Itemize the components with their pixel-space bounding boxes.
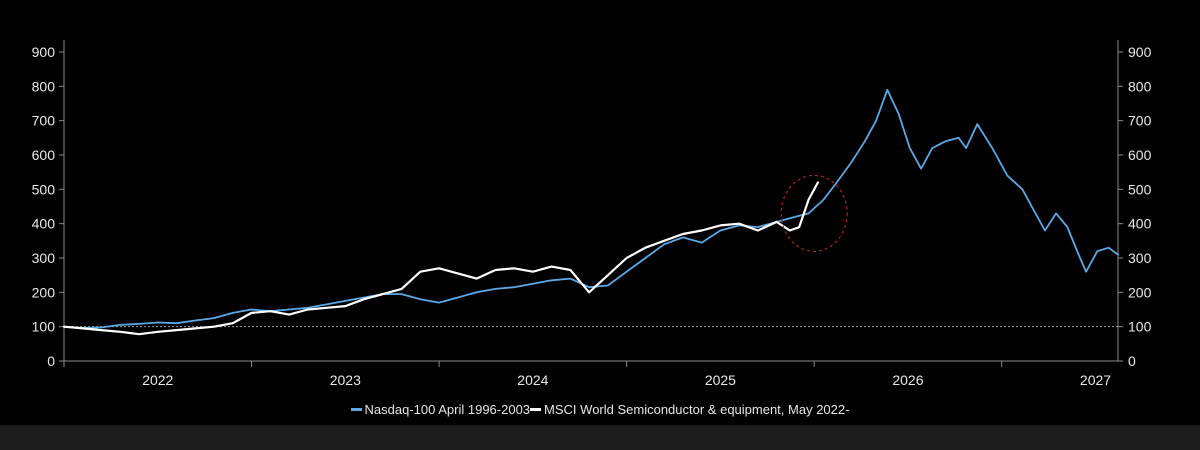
line-chart: 0 100 200 300 400 500 600 700 800 900 0 100 200 300 40… [32, 40, 1152, 388]
y-tick-label-left: 0 [47, 353, 55, 369]
y-tick-label-right: 300 [1128, 250, 1152, 266]
x-tick-label: 2027 [1080, 372, 1111, 388]
y-tick-label-right: 500 [1128, 181, 1152, 197]
bottom-band [0, 425, 1200, 450]
y-tick-label-right: 800 [1128, 78, 1152, 94]
legend-label: MSCI World Semiconductor & equipment, Ma… [544, 401, 850, 417]
y-tick-label-right: 100 [1128, 319, 1152, 335]
y-tick-label-left: 600 [32, 147, 56, 163]
y-tick-label-left: 900 [32, 44, 56, 60]
y-tick-label-left: 300 [32, 250, 56, 266]
annotations [780, 174, 848, 252]
y-tick-label-left: 200 [32, 284, 56, 300]
y-tick-label-right: 0 [1128, 353, 1136, 369]
y-tick-label-left: 500 [32, 181, 56, 197]
y-tick-label-left: 100 [32, 319, 56, 335]
y-tick-label-left: 800 [32, 78, 56, 94]
series-line-msci-semiconductor [62, 181, 819, 336]
y-tick-label-right: 900 [1128, 44, 1152, 60]
legend-item: Nasdaq-100 April 1996-2003 [350, 401, 531, 417]
legend-label: Nasdaq-100 April 1996-2003 [364, 401, 531, 417]
x-tick-label: 2026 [892, 372, 923, 388]
y-tick-label-right: 400 [1128, 216, 1152, 232]
y-tick-label-right: 200 [1128, 284, 1152, 300]
legend-item: MSCI World Semiconductor & equipment, Ma… [530, 402, 849, 417]
x-tick-label: 2025 [705, 372, 736, 388]
x-tick-label: 2022 [142, 372, 173, 388]
legend-swatch [530, 407, 542, 411]
y-tick-label-right: 700 [1128, 113, 1152, 129]
y-tick-label-left: 700 [32, 113, 56, 129]
x-tick-label: 2024 [517, 372, 548, 388]
series-line-nasdaq [63, 88, 1119, 329]
axes: 0 100 200 300 400 500 600 700 800 900 0 100 200 300 40… [32, 40, 1152, 388]
legend-swatch [350, 407, 362, 411]
highlight-circle [780, 174, 848, 252]
y-tick-label-right: 600 [1128, 147, 1152, 163]
x-tick-label: 2023 [330, 372, 361, 388]
legend: Nasdaq-100 April 1996-2003 MSCI World Sem… [0, 398, 1200, 420]
series-lines [62, 88, 1119, 336]
y-tick-label-left: 400 [32, 216, 56, 232]
